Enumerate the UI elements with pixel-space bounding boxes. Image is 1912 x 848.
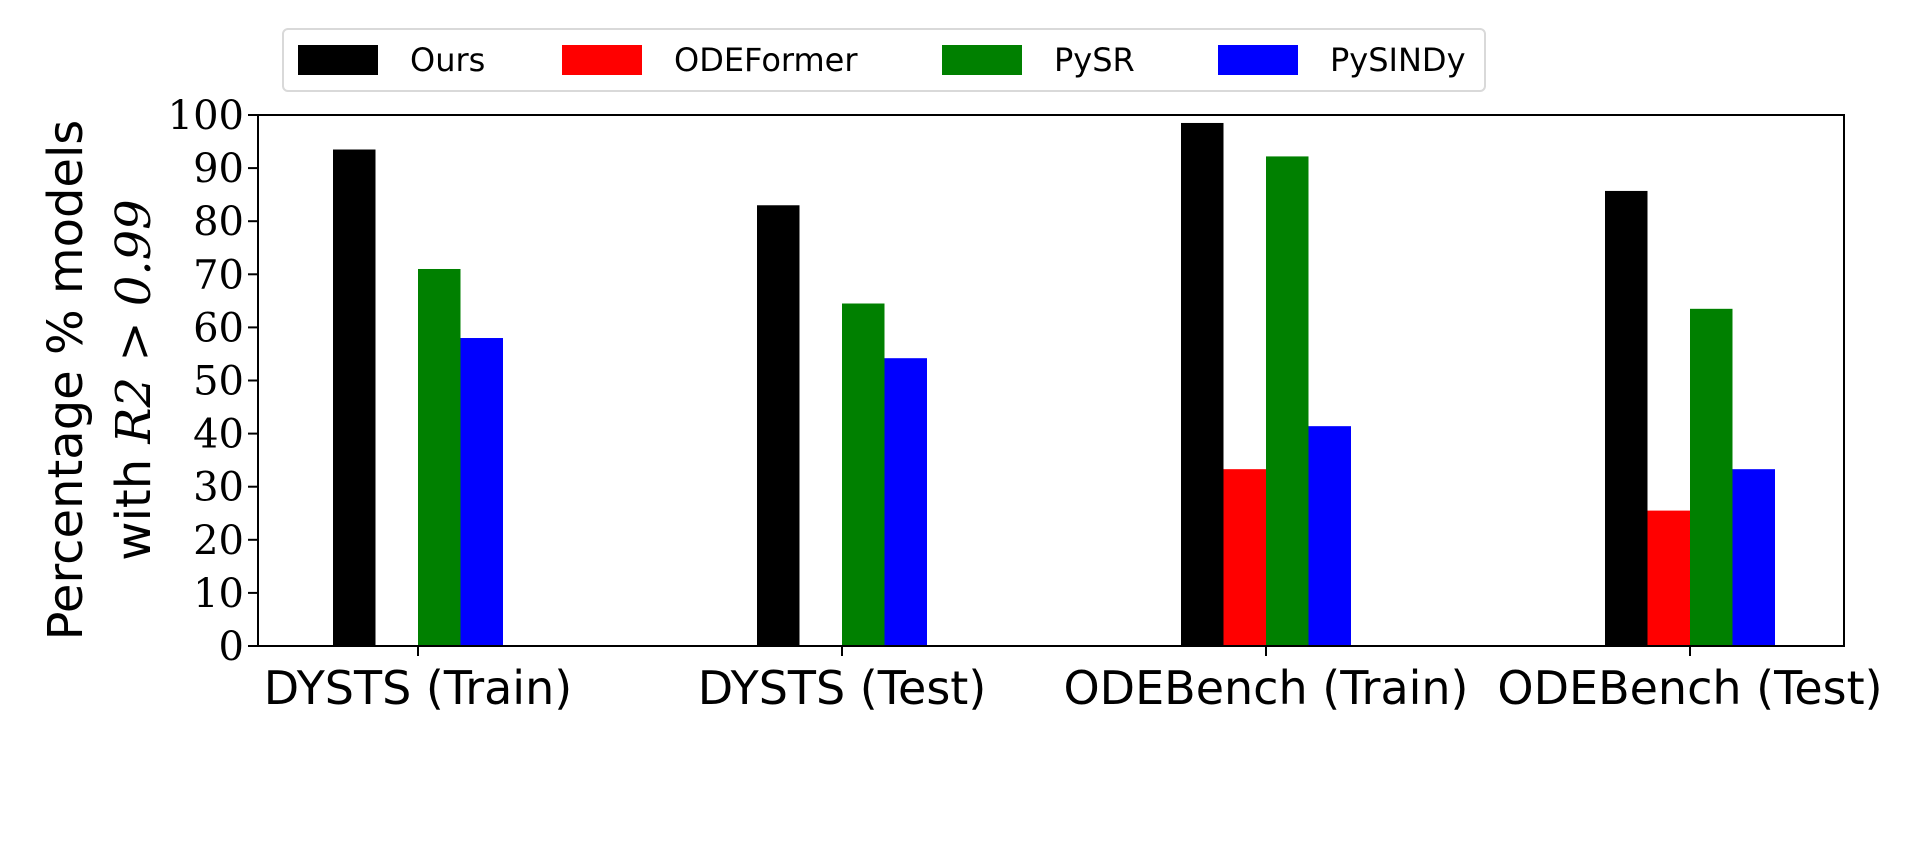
bar-ours-3 xyxy=(1605,190,1648,647)
legend: Ours ODEFormer PySR PySINDy xyxy=(282,28,1486,92)
bar-pysindy-3 xyxy=(1732,469,1775,646)
legend-swatch xyxy=(942,45,1022,75)
y-axis-label-prefix: with xyxy=(106,444,162,561)
bar-odeformer-3 xyxy=(1647,510,1690,646)
bar-ours-2 xyxy=(1181,122,1224,647)
y-tick-label: 50 xyxy=(193,359,244,405)
y-tick-label: 70 xyxy=(193,252,244,298)
bar-pysr-0 xyxy=(418,268,461,646)
x-tick-label: DYSTS (Test) xyxy=(698,661,987,715)
bar-pysindy-0 xyxy=(460,338,503,646)
bars-group xyxy=(333,122,1775,647)
x-tick-label: DYSTS (Train) xyxy=(264,661,572,715)
legend-swatch xyxy=(562,45,642,75)
y-axis-label: Percentage % models with R2 > 0.99 xyxy=(38,120,162,641)
bar-pysindy-2 xyxy=(1308,426,1351,646)
y-tick-label: 60 xyxy=(193,305,244,351)
legend-item-ours: Ours xyxy=(298,30,485,90)
y-axis-label-math: R2 > 0.99 xyxy=(106,199,162,444)
legend-item-pysindy: PySINDy xyxy=(1218,30,1466,90)
y-tick-label: 80 xyxy=(193,199,244,245)
y-tick-label: 90 xyxy=(193,146,244,192)
y-tick-label: 0 xyxy=(219,624,244,670)
y-tick-label: 10 xyxy=(193,571,244,617)
legend-swatch xyxy=(298,45,378,75)
y-tick-label: 20 xyxy=(193,518,244,564)
bar-odeformer-2 xyxy=(1223,469,1266,646)
legend-item-odeformer: ODEFormer xyxy=(562,30,858,90)
legend-label: Ours xyxy=(410,41,486,79)
y-tick-label: 40 xyxy=(193,412,244,458)
bar-ours-1 xyxy=(757,205,800,646)
legend-item-pysr: PySR xyxy=(942,30,1135,90)
bar-pysr-1 xyxy=(842,303,885,646)
x-axis: DYSTS (Train) DYSTS (Test) ODEBench (Train… xyxy=(264,646,1883,715)
y-axis: 0 10 20 30 40 50 60 70 80 90 100 xyxy=(168,93,258,670)
x-tick-label: ODEBench (Train) xyxy=(1063,661,1468,715)
y-tick-label: 100 xyxy=(168,93,244,139)
bar-pysr-3 xyxy=(1690,308,1733,646)
legend-label: ODEFormer xyxy=(674,41,858,79)
legend-label: PySR xyxy=(1054,41,1135,79)
bar-ours-0 xyxy=(333,149,376,646)
y-axis-label-line1: Percentage % models xyxy=(38,120,94,641)
y-tick-label: 30 xyxy=(193,465,244,511)
bar-pysindy-1 xyxy=(884,358,927,646)
bar-pysr-2 xyxy=(1266,156,1309,646)
y-axis-label-line2: with R2 > 0.99 xyxy=(106,199,162,560)
legend-label: PySINDy xyxy=(1330,41,1466,79)
legend-swatch xyxy=(1218,45,1298,75)
x-tick-label: ODEBench (Test) xyxy=(1497,661,1882,715)
